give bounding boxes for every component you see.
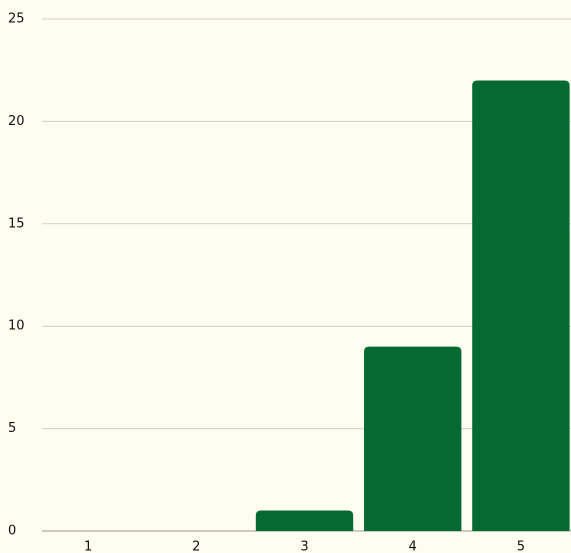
x-tick-label: 2: [192, 540, 200, 553]
bar: [472, 80, 570, 531]
x-tick-label: 1: [84, 540, 92, 553]
bar: [364, 346, 462, 531]
bar: [255, 510, 354, 531]
y-tick-label: 20: [8, 114, 25, 129]
y-tick-label: 25: [8, 12, 25, 27]
y-tick-label: 10: [8, 319, 25, 334]
y-tick-label: 0: [8, 524, 16, 539]
x-tick-label: 5: [517, 540, 525, 553]
y-tick-label: 5: [8, 421, 16, 436]
x-tick-label: 3: [300, 540, 308, 553]
x-tick-label: 4: [409, 540, 417, 553]
y-tick-label: 15: [8, 216, 25, 231]
